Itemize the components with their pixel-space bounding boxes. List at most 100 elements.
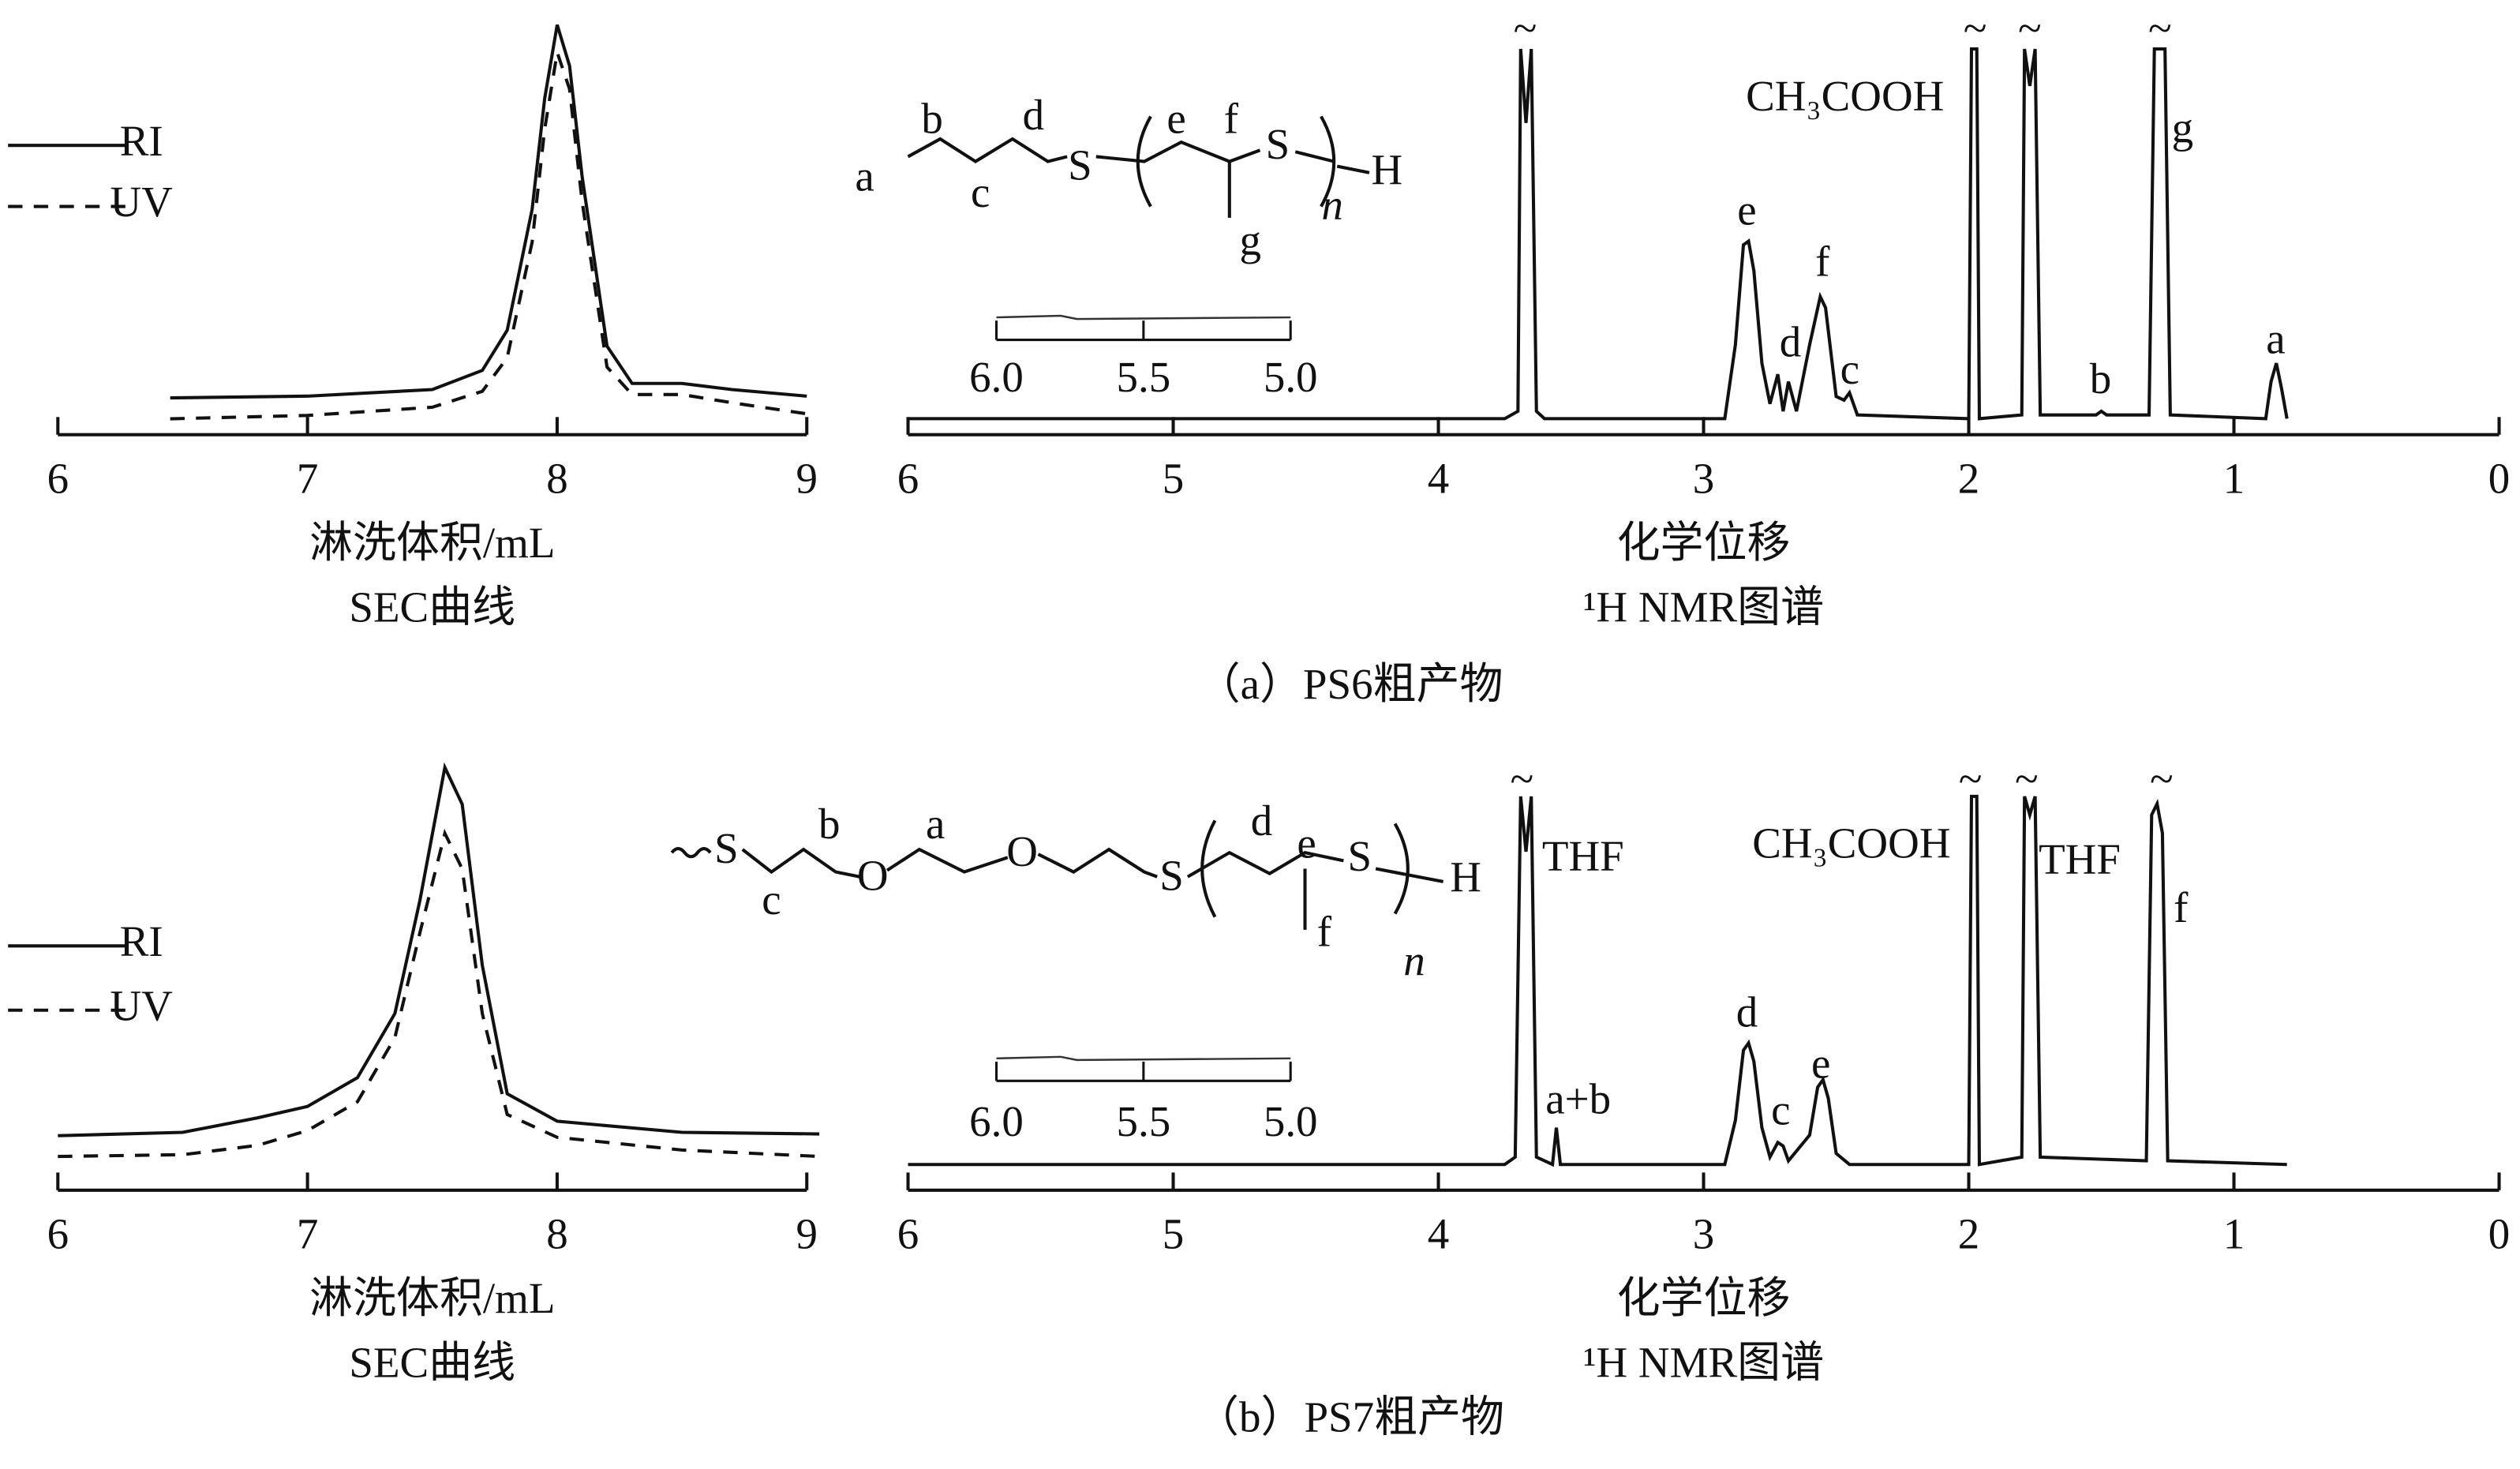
spectrum-line <box>908 47 2289 421</box>
x-tick-label: 5 <box>1163 1210 1184 1258</box>
structure-label: d <box>1251 796 1272 845</box>
series-line <box>170 24 807 400</box>
peak-annotation: a <box>2266 314 2285 362</box>
x-tick-label: 3 <box>1693 1210 1714 1258</box>
peak-annotation: ~ <box>2148 4 2172 52</box>
x-tick-label: 4 <box>1428 1210 1449 1258</box>
structure-label: S <box>1068 141 1092 189</box>
structure-label: c <box>762 875 781 924</box>
chart-title: ¹H NMR图谱 <box>1583 1338 1824 1386</box>
x-tick-label: 9 <box>796 454 818 502</box>
panel-caption: （b）PS7粗产物 <box>1196 1393 1504 1441</box>
peak-annotation: d <box>1780 317 1801 365</box>
peak-annotation: ~ <box>1964 4 1987 52</box>
x-tick-label: 6 <box>897 1210 919 1258</box>
peak-annotation: CH₃COOH <box>1746 72 1944 120</box>
peak-annotation: ~ <box>1511 755 1534 803</box>
peak-annotation: f <box>1815 238 1830 286</box>
peak-annotation: a+b <box>1545 1074 1611 1122</box>
structure-label: S <box>1347 832 1372 880</box>
structure-b-bonds <box>670 819 1444 930</box>
inset-tick-label: 5.5 <box>1117 1097 1171 1145</box>
series-line <box>170 51 807 421</box>
legend-label: UV <box>110 178 173 226</box>
peak-annotation: b <box>2090 354 2111 403</box>
peak-annotation: THF <box>1542 832 1624 880</box>
structure-label: S <box>1266 120 1290 168</box>
x-axis-label: 淋洗体积/mL <box>309 1274 555 1322</box>
x-tick-label: 8 <box>546 1210 567 1258</box>
x-tick-label: 6 <box>897 454 919 502</box>
chart-title: ¹H NMR图谱 <box>1583 583 1824 631</box>
structure-a-bonds <box>907 115 1370 218</box>
structure-label: b <box>818 800 840 848</box>
x-tick-label: 6 <box>47 1210 69 1258</box>
x-tick-label: 8 <box>546 454 567 502</box>
inset-tick-label: 6.0 <box>969 353 1024 401</box>
peak-annotation: THF <box>2039 835 2121 883</box>
structure-label: O <box>857 851 889 899</box>
legend-label: UV <box>110 981 173 1029</box>
structure-label: c <box>971 168 990 216</box>
inset-tick-label: 5.0 <box>1264 1097 1318 1145</box>
peak-annotation: CH₃COOH <box>1752 819 1950 868</box>
structure-label: H <box>1372 145 1403 193</box>
structure-label: g <box>1240 216 1261 264</box>
peak-annotation: e <box>1737 185 1756 234</box>
x-axis-label: 化学位移 <box>1617 1274 1791 1322</box>
chart-title: SEC曲线 <box>349 1338 515 1386</box>
inset-tick-label: 5.5 <box>1117 353 1171 401</box>
peak-annotation: ~ <box>2150 755 2174 803</box>
structure-label: e <box>1166 94 1185 142</box>
legend-label: RI <box>120 117 163 165</box>
peak-annotation: ~ <box>2018 4 2042 52</box>
inset-trace <box>996 1055 1291 1062</box>
x-tick-label: 2 <box>1958 1210 1979 1258</box>
x-tick-label: 0 <box>2488 1210 2510 1258</box>
structure-label: n <box>1403 936 1425 984</box>
peak-annotation: f <box>2174 883 2189 931</box>
peak-annotation: d <box>1736 988 1758 1036</box>
peak-annotation: e <box>1811 1040 1830 1088</box>
x-tick-label: 1 <box>2223 454 2245 502</box>
series-line <box>58 828 820 1159</box>
structure-label: S <box>714 824 739 872</box>
x-tick-label: 5 <box>1163 454 1184 502</box>
peak-annotation: g <box>2172 104 2193 152</box>
x-tick-label: 6 <box>47 454 69 502</box>
spectrum-line <box>908 794 2287 1167</box>
peak-annotation: c <box>1771 1086 1790 1134</box>
inset-tick-label: 5.0 <box>1264 353 1318 401</box>
x-axis-label: 淋洗体积/mL <box>309 519 555 567</box>
x-tick-label: 9 <box>796 1210 818 1258</box>
structure-label: S <box>1159 851 1184 899</box>
peak-annotation: ~ <box>1514 4 1537 52</box>
panel-caption: （a）PS6粗产物 <box>1197 660 1503 708</box>
chart-title: SEC曲线 <box>349 583 515 631</box>
structure-label: f <box>1317 908 1332 956</box>
legend-label: RI <box>120 917 163 965</box>
x-tick-label: 1 <box>2223 1210 2245 1258</box>
x-axis-label: 化学位移 <box>1617 519 1791 567</box>
peak-annotation: ~ <box>2015 755 2039 803</box>
x-tick-label: 0 <box>2488 454 2510 502</box>
structure-label: a <box>926 800 945 848</box>
x-tick-label: 7 <box>297 1210 318 1258</box>
structure-label: a <box>855 152 874 200</box>
inset-tick-label: 6.0 <box>969 1097 1024 1145</box>
x-tick-label: 2 <box>1958 454 1979 502</box>
structure-label: e <box>1297 819 1316 868</box>
series-line <box>58 762 820 1137</box>
x-tick-label: 3 <box>1693 454 1714 502</box>
structure-label: O <box>1006 827 1038 875</box>
x-tick-label: 7 <box>297 454 318 502</box>
structure-label: n <box>1321 181 1342 229</box>
structure-label: f <box>1224 94 1239 142</box>
x-tick-label: 4 <box>1428 454 1449 502</box>
peak-annotation: c <box>1840 345 1859 393</box>
structure-label: d <box>1023 91 1044 139</box>
inset-trace <box>996 314 1291 320</box>
structure-label: b <box>921 94 942 142</box>
structure-label: H <box>1450 853 1481 901</box>
